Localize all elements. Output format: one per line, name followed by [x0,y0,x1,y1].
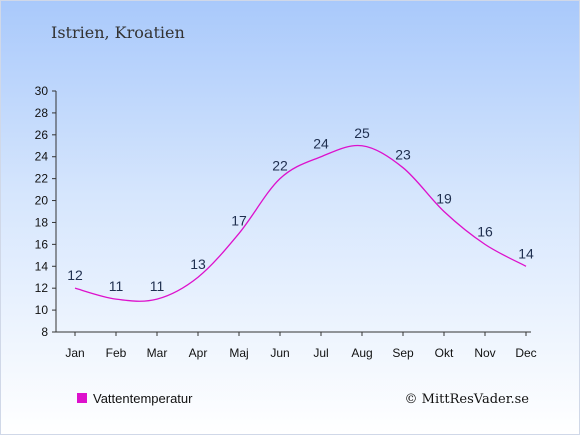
y-tick-label: 10 [35,303,49,317]
data-label: 16 [477,223,493,239]
y-tick-label: 28 [35,106,49,120]
y-tick-label: 18 [35,215,49,229]
data-label: 11 [150,278,165,294]
data-label: 13 [190,256,206,272]
data-label: 25 [354,125,370,141]
data-label: 19 [436,191,452,207]
x-tick-label: Sep [392,346,414,360]
x-tick-label: Maj [229,346,248,360]
series-line-vattentemperatur [74,144,527,302]
data-label: 22 [272,158,288,174]
data-label: 14 [518,245,534,261]
x-tick-label: Nov [474,346,495,360]
y-axis-ticks: 8 10 12 14 16 18 20 22 24 26 28 30 [35,84,56,339]
y-tick-label: 26 [35,128,49,142]
x-tick-label: Dec [515,346,536,360]
x-tick-label: Jun [270,346,289,360]
chart-title: Istrien, Kroatien [51,23,185,42]
y-tick-label: 24 [35,150,49,164]
x-tick-label: Feb [106,346,127,360]
y-tick-label: 22 [35,172,49,186]
axes [55,91,531,333]
credit-text[interactable]: © MittResVader.se [405,392,530,407]
x-tick-label: Mar [147,346,168,360]
y-tick-label: 20 [35,194,49,208]
y-tick-label: 16 [35,237,49,251]
x-tick-label: Apr [189,346,208,360]
data-label: 12 [67,267,83,283]
x-tick-label: Jan [65,346,84,360]
data-labels: 12 11 11 13 17 22 24 25 23 19 16 14 [67,125,534,294]
legend-label: Vattentemperatur [93,391,193,406]
data-label: 24 [313,136,329,152]
y-tick-label: 30 [35,84,49,98]
y-tick-label: 14 [35,259,49,273]
legend-swatch [77,393,87,403]
data-label: 17 [231,212,247,228]
x-tick-label: Jul [313,346,328,360]
x-tick-label: Okt [435,346,454,360]
y-tick-label: 12 [35,281,49,295]
x-axis-ticks: Jan Feb Mar Apr Maj Jun Jul Aug Sep Okt Nov Dec [65,332,537,360]
x-tick-label: Aug [351,346,372,360]
y-tick-label: 8 [41,325,48,339]
data-label: 11 [109,278,124,294]
data-label: 23 [395,147,411,163]
series-group [74,144,527,302]
